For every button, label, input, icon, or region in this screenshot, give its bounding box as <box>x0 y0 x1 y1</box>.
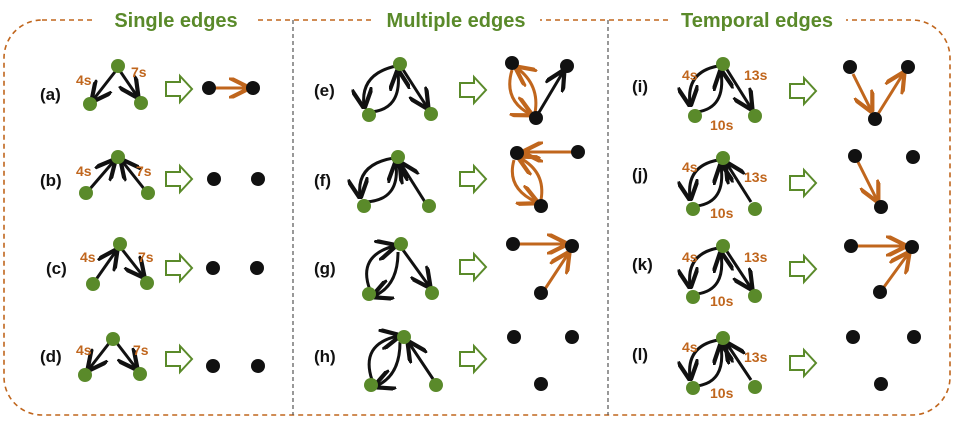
transform-arrow-icon <box>459 74 488 106</box>
panel-d: (d) 4s 7s <box>40 332 265 382</box>
panel-label: (g) <box>314 259 336 278</box>
panel-label: (l) <box>632 345 648 364</box>
transform-arrow-icon <box>459 251 488 283</box>
time-label: 4s <box>76 342 92 358</box>
time-label: 13s <box>744 249 768 265</box>
section-title-multiple: Multiple edges <box>387 10 526 32</box>
time-label: 7s <box>131 64 147 80</box>
panel-label: (e) <box>314 81 335 100</box>
panel-h: (h) <box>314 330 579 392</box>
transform-arrow-icon <box>789 347 818 379</box>
panel-label: (j) <box>632 165 648 184</box>
time-label: 7s <box>138 249 154 265</box>
panel-k: (k) 4s 13s 10s <box>632 239 919 309</box>
time-label: 13s <box>744 169 768 185</box>
section-title-temporal: Temporal edges <box>681 10 833 32</box>
time-label: 4s <box>682 159 698 175</box>
transform-arrow-icon <box>459 343 488 375</box>
transform-arrow-icon <box>789 167 818 199</box>
panel-label: (d) <box>40 347 62 366</box>
panel-l: (l) 4s 13s 10s <box>632 330 921 401</box>
time-label: 4s <box>682 249 698 265</box>
time-label: 4s <box>76 163 92 179</box>
time-label: 7s <box>136 163 152 179</box>
transform-arrow-icon <box>459 163 488 195</box>
time-label: 4s <box>682 67 698 83</box>
time-label: 10s <box>710 117 734 133</box>
panel-i: (i) 4s 13s 10s <box>632 57 915 133</box>
section-title-single: Single edges <box>114 10 237 32</box>
panel-label: (i) <box>632 77 648 96</box>
panel-e: (e) <box>314 56 574 125</box>
time-label: 10s <box>710 385 734 401</box>
time-label: 4s <box>682 339 698 355</box>
panel-label: (h) <box>314 347 336 366</box>
panel-label: (b) <box>40 171 62 190</box>
panel-label: (c) <box>46 259 67 278</box>
panel-label: (f) <box>314 171 331 190</box>
transform-arrow-icon <box>789 253 818 285</box>
panel-b: (b) 4s 7s <box>40 150 265 200</box>
time-label: 10s <box>710 205 734 221</box>
time-label: 10s <box>710 293 734 309</box>
panel-label: (k) <box>632 255 653 274</box>
transform-arrow-icon <box>165 163 194 195</box>
panel-g: (g) <box>314 237 579 301</box>
time-label: 4s <box>80 249 96 265</box>
transform-arrow-icon <box>165 73 194 105</box>
panel-label: (a) <box>40 85 61 104</box>
transform-arrow-icon <box>789 75 818 107</box>
panel-j: (j) 4s 13s 10s <box>632 149 920 221</box>
transform-arrow-icon <box>165 252 194 284</box>
panel-a: (a) 4s 7s <box>40 59 260 111</box>
panel-f: (f) <box>314 145 585 213</box>
time-label: 4s <box>76 72 92 88</box>
time-label: 13s <box>744 67 768 83</box>
time-label: 7s <box>133 342 149 358</box>
transform-arrow-icon <box>165 343 194 375</box>
panel-c: (c) 4s 7s <box>46 237 264 291</box>
time-label: 13s <box>744 349 768 365</box>
